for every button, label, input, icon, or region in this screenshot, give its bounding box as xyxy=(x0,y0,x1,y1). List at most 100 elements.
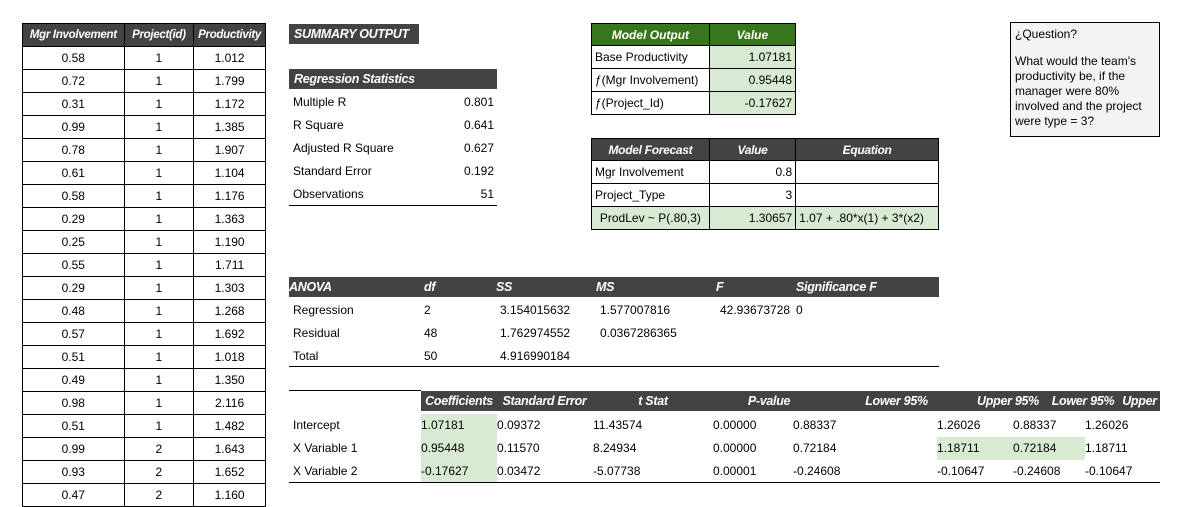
forecast-value-header: Value xyxy=(708,138,797,161)
coefficients-col-header: Upper 95% xyxy=(1122,394,1157,428)
table-cell: 1.482 xyxy=(193,414,266,438)
coefficients-col-header: P-value xyxy=(747,394,791,408)
table-row: 0.29 1 1.363 xyxy=(22,207,266,231)
table-cell: 1 xyxy=(123,299,195,323)
stat-label: Standard Error xyxy=(293,164,372,178)
anova-col-header: F xyxy=(716,280,724,294)
stat-value: 0.641 xyxy=(463,118,494,132)
table-cell: 1.303 xyxy=(193,276,266,300)
coefficients-cell: -0.17627 xyxy=(421,460,497,483)
anova-col-header: Significance F xyxy=(796,280,877,294)
anova-divider xyxy=(289,366,939,367)
anova-cell: Regression xyxy=(293,303,354,317)
table-row: 0.98 1 2.116 xyxy=(22,391,266,415)
anova-cell: 1.762974552 xyxy=(500,326,571,340)
forecast-row: Mgr Involvement 0.8 xyxy=(591,160,939,184)
coefficients-cell: X Variable 1 xyxy=(293,441,358,455)
coefficients-cell: -0.24608 xyxy=(793,464,841,478)
stat-label: Adjusted R Square xyxy=(293,141,394,155)
anova-cell: 1.577007816 xyxy=(600,303,671,317)
stat-value: 0.192 xyxy=(463,164,494,178)
table-cell: 1 xyxy=(123,322,195,346)
header-project-id: Project(id) xyxy=(123,23,195,47)
table-cell: 1 xyxy=(123,184,195,208)
forecast-value: 1.30657 xyxy=(708,206,797,230)
question-title: ¿Question? xyxy=(1015,27,1078,41)
table-row: 0.58 1 1.012 xyxy=(22,46,266,70)
forecast-equation xyxy=(795,160,939,184)
table-row: 0.78 1 1.907 xyxy=(22,138,266,162)
coefficients-cell: 1.18711 xyxy=(937,437,1013,460)
table-cell: 0.99 xyxy=(22,115,125,139)
coefficients-table: Intercept 1.07181 0.09372 11.43574 0.00000 0.… xyxy=(289,414,1160,483)
coefficients-cell: 0.11570 xyxy=(497,441,540,455)
table-cell: 0.58 xyxy=(22,184,125,208)
forecast-value: 0.8 xyxy=(708,160,797,184)
table-row: 0.25 1 1.190 xyxy=(22,230,266,254)
table-cell: 1 xyxy=(123,161,195,185)
table-cell: 1.190 xyxy=(193,230,266,254)
table-cell: 1 xyxy=(123,368,195,392)
table-row: 0.48 1 1.268 xyxy=(22,299,266,323)
table-cell: 2 xyxy=(123,460,195,484)
coefficients-col-header: t Stat xyxy=(638,394,668,408)
table-cell: 1.652 xyxy=(193,460,266,484)
coefficients-cell: Intercept xyxy=(293,418,340,432)
table-cell: 0.47 xyxy=(22,483,125,507)
table-cell: 1.350 xyxy=(193,368,266,392)
table-cell: 1.385 xyxy=(193,115,266,139)
coefficients-cell: X Variable 2 xyxy=(293,464,358,478)
model-output-row: ƒ(Project_Id) -0.17627 xyxy=(591,91,797,115)
table-cell: 1.172 xyxy=(193,92,266,116)
table-row: 0.93 2 1.652 xyxy=(22,460,266,484)
anova-cell: 42.93673728 xyxy=(720,303,791,317)
coefficients-cell: 0.72184 xyxy=(793,441,837,455)
coefficients-cell: -5.07738 xyxy=(593,464,641,478)
table-cell: 1.268 xyxy=(193,299,266,323)
table-cell: 1 xyxy=(123,207,195,231)
coefficients-cell: 0.00000 xyxy=(713,441,757,455)
table-cell: 0.51 xyxy=(22,345,125,369)
table-cell: 0.61 xyxy=(22,161,125,185)
forecast-row: ProdLev ~ P(.80,3) 1.30657 1.07 + .80*x(1)… xyxy=(591,206,939,230)
anova-cell: 50 xyxy=(424,349,438,363)
model-output-value: 1.07181 xyxy=(708,45,797,69)
forecast-header: Model Forecast xyxy=(591,138,710,161)
model-output-row: ƒ(Mgr Involvement) 0.95448 xyxy=(591,68,797,92)
anova-cell: 3.154015632 xyxy=(500,303,571,317)
anova-col-header: MS xyxy=(596,280,615,294)
table-cell: 1.907 xyxy=(193,138,266,162)
table-cell: 0.93 xyxy=(22,460,125,484)
coefficients-row: X Variable 2 -0.17627 0.03472 -5.07738 0.000… xyxy=(289,460,1160,483)
coefficients-col-header: Lower 95% xyxy=(865,394,928,408)
anova-table: Regression 2 3.154015632 1.577007816 42.9367… xyxy=(289,299,939,368)
anova-col-header: SS xyxy=(496,280,513,294)
table-cell: 0.29 xyxy=(22,207,125,231)
table-cell: 1 xyxy=(123,69,195,93)
table-cell: 1.692 xyxy=(193,322,266,346)
stat-label: Multiple R xyxy=(293,95,347,109)
stat-value: 0.627 xyxy=(463,141,494,155)
question-box: ¿Question? What would the team's product… xyxy=(1010,22,1160,137)
anova-row: Residual 48 1.762974552 0.0367286365 xyxy=(289,322,939,345)
table-cell: 0.57 xyxy=(22,322,125,346)
table-row: 0.61 1 1.104 xyxy=(22,161,266,185)
anova-row: Regression 2 3.154015632 1.577007816 42.9367… xyxy=(289,299,939,322)
coefficients-col-header: Coefficients xyxy=(425,394,493,408)
anova-row: Total 50 4.916990184 xyxy=(289,345,939,368)
table-cell: 0.25 xyxy=(22,230,125,254)
table-cell: 0.51 xyxy=(22,414,125,438)
table-cell: 1.012 xyxy=(193,46,266,70)
forecast-value: 3 xyxy=(708,183,797,207)
coefficients-cell: -0.10647 xyxy=(1085,464,1133,478)
coefficients-cell: 0.72184 xyxy=(1013,437,1085,460)
regression-stats: Multiple R 0.801 R Square 0.641 Adjusted R S… xyxy=(289,91,497,206)
anova-col-header: ANOVA xyxy=(289,280,332,294)
forecast-equation: 1.07 + .80*x(1) + 3*(x2) xyxy=(795,206,939,230)
stats-divider xyxy=(289,205,497,206)
table-cell: 0.55 xyxy=(22,253,125,277)
header-mgr-involvement: Mgr Involvement xyxy=(22,23,125,47)
coefficients-cell: 1.26026 xyxy=(1085,418,1129,432)
model-output-value: -0.17627 xyxy=(708,91,797,115)
coefficients-cell: 0.88337 xyxy=(1013,418,1057,432)
